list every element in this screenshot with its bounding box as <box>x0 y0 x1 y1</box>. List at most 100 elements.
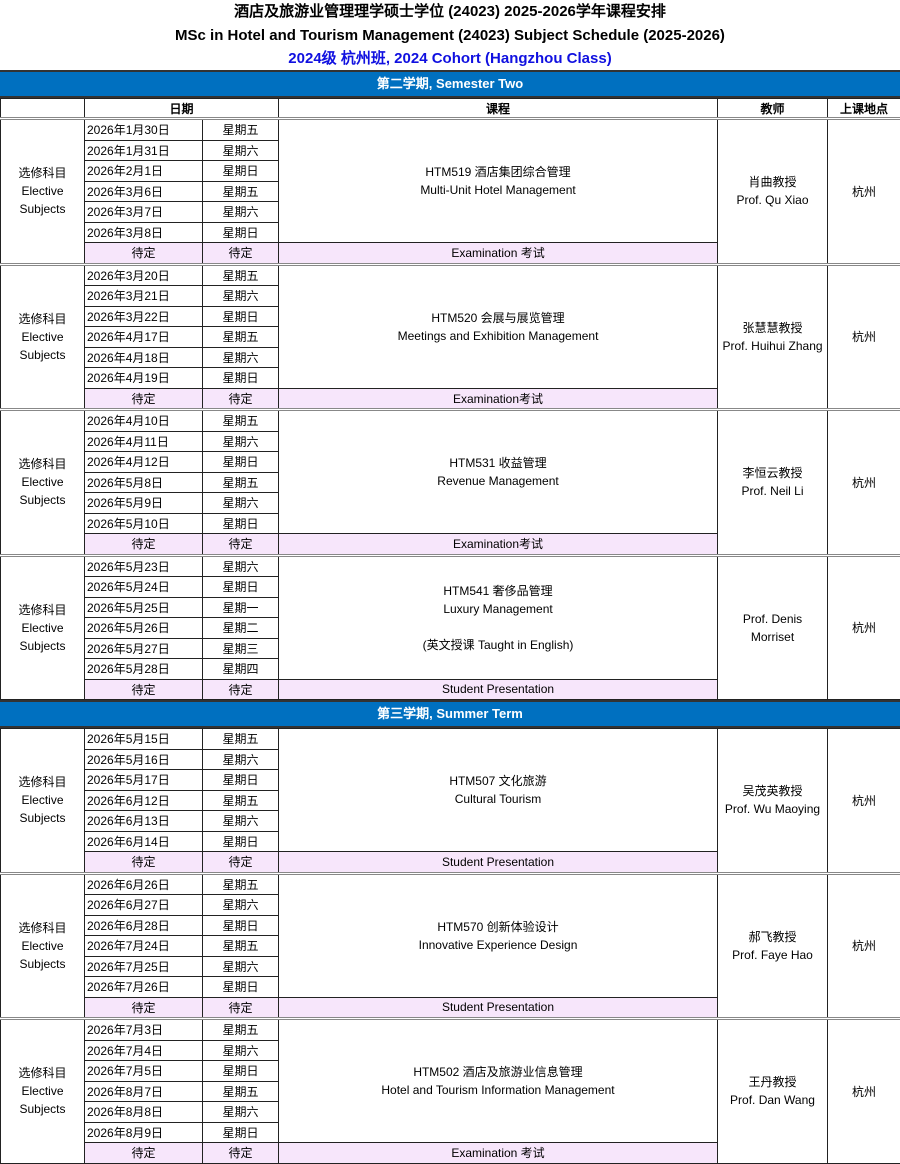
text-line: Subjects <box>1 200 84 218</box>
text-line: HTM507 文化旅游 <box>279 772 717 790</box>
session-date: 2026年1月31日 <box>85 140 203 161</box>
location: 杭州 <box>828 1019 900 1164</box>
text-line: 选修科目 <box>1 1064 84 1082</box>
text-line: Prof. Qu Xiao <box>718 191 827 209</box>
assessment-type: Student Presentation <box>279 679 718 700</box>
session-date: 2026年7月24日 <box>85 936 203 957</box>
session-weekday: 星期二 <box>203 618 279 639</box>
session-date: 2026年6月12日 <box>85 790 203 811</box>
session-weekday: 星期五 <box>203 181 279 202</box>
session-weekday: 星期五 <box>203 264 279 286</box>
session-date: 2026年7月25日 <box>85 956 203 977</box>
text-line: 王丹教授 <box>718 1073 827 1091</box>
session-weekday: 星期四 <box>203 659 279 680</box>
assessment-date: 待定 <box>85 1143 203 1164</box>
assessment-date: 待定 <box>85 679 203 700</box>
session-weekday: 星期六 <box>203 431 279 452</box>
location: 杭州 <box>828 729 900 874</box>
session-weekday: 星期六 <box>203 140 279 161</box>
text-line: Prof. Huihui Zhang <box>718 337 827 355</box>
text-line: 选修科目 <box>1 919 84 937</box>
session-weekday: 星期五 <box>203 873 279 895</box>
session-date: 2026年5月17日 <box>85 770 203 791</box>
session-date: 2026年3月7日 <box>85 202 203 223</box>
title-chinese: 酒店及旅游业管理理学硕士学位 (24023) 2025-2026学年课程安排 <box>0 0 900 24</box>
text-line: Subjects <box>1 491 84 509</box>
assessment-weekday: 待定 <box>203 679 279 700</box>
text-line: Prof. Wu Maoying <box>718 800 827 818</box>
text-line: Elective <box>1 473 84 491</box>
session-weekday: 星期五 <box>203 1019 279 1041</box>
text-line: 选修科目 <box>1 601 84 619</box>
text-line: Elective <box>1 1082 84 1100</box>
session-weekday: 星期五 <box>203 1081 279 1102</box>
session-date: 2026年8月7日 <box>85 1081 203 1102</box>
session-date: 2026年6月26日 <box>85 873 203 895</box>
session-weekday: 星期六 <box>203 286 279 307</box>
session-weekday: 星期六 <box>203 202 279 223</box>
assessment-weekday: 待定 <box>203 1143 279 1164</box>
text-line: 郝飞教授 <box>718 928 827 946</box>
session-date: 2026年3月20日 <box>85 264 203 286</box>
session-weekday: 星期六 <box>203 1040 279 1061</box>
location: 杭州 <box>828 119 900 265</box>
session-date: 2026年3月8日 <box>85 222 203 243</box>
session-date: 2026年7月5日 <box>85 1061 203 1082</box>
header-date: 日期 <box>85 99 279 119</box>
session-weekday: 星期五 <box>203 119 279 141</box>
session-weekday: 星期日 <box>203 1122 279 1143</box>
location: 杭州 <box>828 555 900 700</box>
assessment-type: Student Presentation <box>279 997 718 1019</box>
assessment-weekday: 待定 <box>203 997 279 1019</box>
assessment-date: 待定 <box>85 997 203 1019</box>
text-line: 肖曲教授 <box>718 173 827 191</box>
text-line: Cultural Tourism <box>279 790 717 808</box>
session-weekday: 星期六 <box>203 749 279 770</box>
session-date: 2026年7月26日 <box>85 977 203 998</box>
session-date: 2026年5月24日 <box>85 577 203 598</box>
session-date: 2026年2月1日 <box>85 161 203 182</box>
session-weekday: 星期五 <box>203 936 279 957</box>
session-date: 2026年6月27日 <box>85 895 203 916</box>
session-date: 2026年4月18日 <box>85 347 203 368</box>
session-weekday: 星期六 <box>203 811 279 832</box>
session-weekday: 星期三 <box>203 638 279 659</box>
header-row: 日期课程教师上课地点 <box>1 99 900 119</box>
session-date: 2026年4月17日 <box>85 327 203 348</box>
session-weekday: 星期日 <box>203 161 279 182</box>
header-location: 上课地点 <box>828 99 900 119</box>
location: 杭州 <box>828 410 900 556</box>
session-weekday: 星期日 <box>203 452 279 473</box>
session-date: 2026年6月14日 <box>85 831 203 852</box>
text-line: Elective <box>1 791 84 809</box>
session-date: 2026年6月13日 <box>85 811 203 832</box>
text-line: Elective <box>1 619 84 637</box>
text-line: HTM531 收益管理 <box>279 454 717 472</box>
session-weekday: 星期日 <box>203 222 279 243</box>
session-date: 2026年4月10日 <box>85 410 203 432</box>
text-line: Luxury Management <box>279 600 717 618</box>
session-weekday: 星期日 <box>203 977 279 998</box>
assessment-type: Examination 考试 <box>279 1143 718 1164</box>
assessment-type: Examination考试 <box>279 388 718 410</box>
assessment-type: Student Presentation <box>279 852 718 874</box>
session-weekday: 星期六 <box>203 493 279 514</box>
session-weekday: 星期六 <box>203 1102 279 1123</box>
session-date: 2026年6月28日 <box>85 915 203 936</box>
